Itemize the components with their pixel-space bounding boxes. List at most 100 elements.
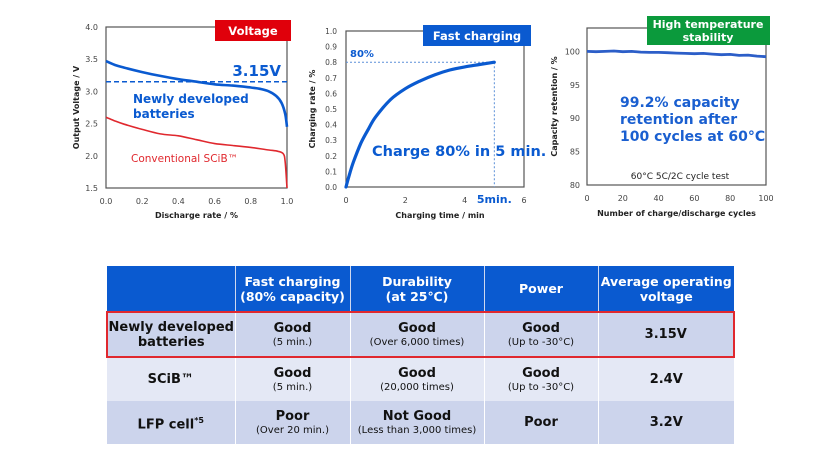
y-tick-label: 2.0 (85, 152, 98, 161)
voltage-value: 3.15V (644, 327, 687, 342)
x-tick-label: 100 (758, 194, 773, 203)
series-line-newly-developed (105, 59, 289, 127)
rating: Good (522, 320, 560, 336)
plot-frame (345, 30, 525, 188)
header-power: Power (484, 266, 599, 312)
y-axis-label: Output Voltage / V (72, 65, 81, 149)
y-tick-label: 3.0 (85, 87, 98, 96)
y-tick-label: 4.0 (85, 23, 98, 32)
voltage-value: 3.2V (649, 415, 683, 430)
header-cell-empty (107, 266, 236, 312)
y-tick-label: 0.0 (325, 183, 337, 192)
footnote-marker: *5 (194, 415, 204, 425)
annotation-80pct: 80% (350, 49, 374, 60)
y-tick-label: 2.5 (85, 120, 98, 129)
y-tick-label: 85 (570, 148, 580, 157)
annotation-5min: 5min. (477, 193, 512, 206)
header-line: (at 25℃) (385, 288, 449, 304)
x-tick-label: 0 (343, 196, 348, 205)
rating: Poor (524, 415, 558, 430)
badge-fast-charging (423, 25, 531, 46)
x-tick-label: 2 (403, 196, 408, 205)
voltage-chart: 1.5 2.0 2.5 3.0 3.5 4.0 0.0 0.2 0.4 0.6 0.8 1.0 Disc… (72, 20, 293, 220)
header-line: Fast charging (244, 273, 341, 289)
detail: (Over 6,000 times) (369, 336, 465, 348)
label-bg (477, 192, 514, 206)
rating: Not Good (382, 408, 452, 424)
y-tick-label: 0.6 (325, 89, 337, 98)
x-tick-label: 6 (521, 196, 526, 205)
detail: (Up to -30°C) (507, 336, 575, 348)
y-tick-label: 0.7 (325, 74, 337, 83)
x-tick-label: 0.6 (208, 197, 221, 206)
table-header-row: Fast charging (80% capacity) Durability (a… (107, 266, 734, 312)
y-tick-label: 1.5 (85, 184, 98, 193)
header-line: Average operating (600, 273, 732, 289)
header-line: Power (519, 281, 563, 296)
x-tick-label: 4 (462, 196, 467, 205)
cell-power: Good (Up to -30°C) (484, 357, 599, 401)
badge-voltage (215, 20, 291, 41)
detail: (Over 20 min.) (256, 424, 329, 436)
y-tick-label: 80 (570, 181, 580, 190)
badge-label-line-2: stability (683, 31, 734, 44)
row-name-line: SCiB™ (147, 372, 194, 387)
fast-charging-chart: 0.0 0.1 0.2 0.3 0.4 0.5 0.6 0.7 0.8 0.9 1.0 0 2 4 6 Cha… (308, 25, 546, 220)
rating: Poor (275, 408, 310, 424)
detail: (5 min.) (272, 336, 313, 348)
header-durability: Durability (at 25℃) (350, 266, 485, 312)
detail: (5 min.) (272, 381, 313, 393)
annotation-line-2: retention after (620, 112, 737, 128)
cell-fast-charging: Good (5 min.) (235, 311, 351, 358)
plot-frame (105, 26, 288, 189)
header-line: voltage (639, 288, 693, 304)
cell-power: Poor (484, 401, 599, 444)
table-row-scib: SCiB™ Good (5 min.) Good (20,000 times) Go… (107, 357, 734, 401)
annotation-conventional-scib: Conventional SCiB™ (131, 153, 238, 165)
rating: Good (398, 365, 436, 381)
series-line-capacity-retention (586, 49, 767, 59)
badge-voltage-label: Voltage (228, 24, 278, 38)
voltage-value: 2.4V (649, 372, 683, 387)
y-tick-label: 0.1 (325, 167, 337, 176)
y-tick-label: 0.2 (325, 152, 337, 161)
cell-power: Good (Up to -30°C) (484, 311, 599, 358)
y-tick-label: 3.5 (85, 55, 98, 64)
y-axis-label: Charging rate / % (308, 70, 317, 149)
x-tick-label: 0 (584, 194, 589, 203)
row-name-line: LFP cell*5 (137, 415, 204, 433)
row-name: SCiB™ (107, 357, 236, 401)
x-axis-label: Discharge rate / % (155, 211, 238, 220)
y-tick-label: 0.8 (325, 58, 337, 67)
row-name-line: batteries (137, 334, 205, 350)
x-tick-label: 40 (654, 194, 664, 203)
annotation-charge-80-in-5-min: Charge 80% in 5 min. (372, 144, 546, 160)
x-tick-label: 0.0 (100, 197, 113, 206)
detail: (Up to -30°C) (507, 381, 575, 393)
header-voltage: Average operating voltage (598, 266, 734, 312)
x-tick-label: 20 (618, 194, 628, 203)
rating: Good (273, 365, 312, 381)
detail: (Less than 3,000 times) (357, 424, 477, 436)
rating: Good (522, 365, 560, 381)
y-tick-label: 95 (570, 81, 580, 90)
annotation-newly-developed: Newly developed (133, 92, 249, 106)
badge-label-line-1: High temperature (653, 18, 764, 31)
x-axis-label: Number of charge/discharge cycles (597, 209, 756, 218)
cell-voltage: 3.2V (598, 401, 734, 444)
x-tick-label: 60 (689, 194, 699, 203)
series-line-charging (344, 60, 496, 189)
x-tick-label: 0.8 (244, 197, 257, 206)
row-name: Newly developed batteries (106, 311, 236, 358)
table-row-newly-developed: Newly developed batteries Good (5 min.) Go… (106, 311, 735, 358)
cell-voltage: 3.15V (598, 311, 735, 358)
row-name-line: Newly developed (108, 319, 234, 335)
y-tick-label: 0.5 (325, 105, 337, 114)
y-tick-label: 100 (565, 47, 580, 56)
rating: Good (398, 320, 436, 336)
rating: Good (273, 320, 312, 336)
cell-fast-charging: Good (5 min.) (235, 357, 351, 401)
x-tick-label: 0.4 (172, 197, 185, 206)
annotation-batteries: batteries (133, 107, 195, 121)
